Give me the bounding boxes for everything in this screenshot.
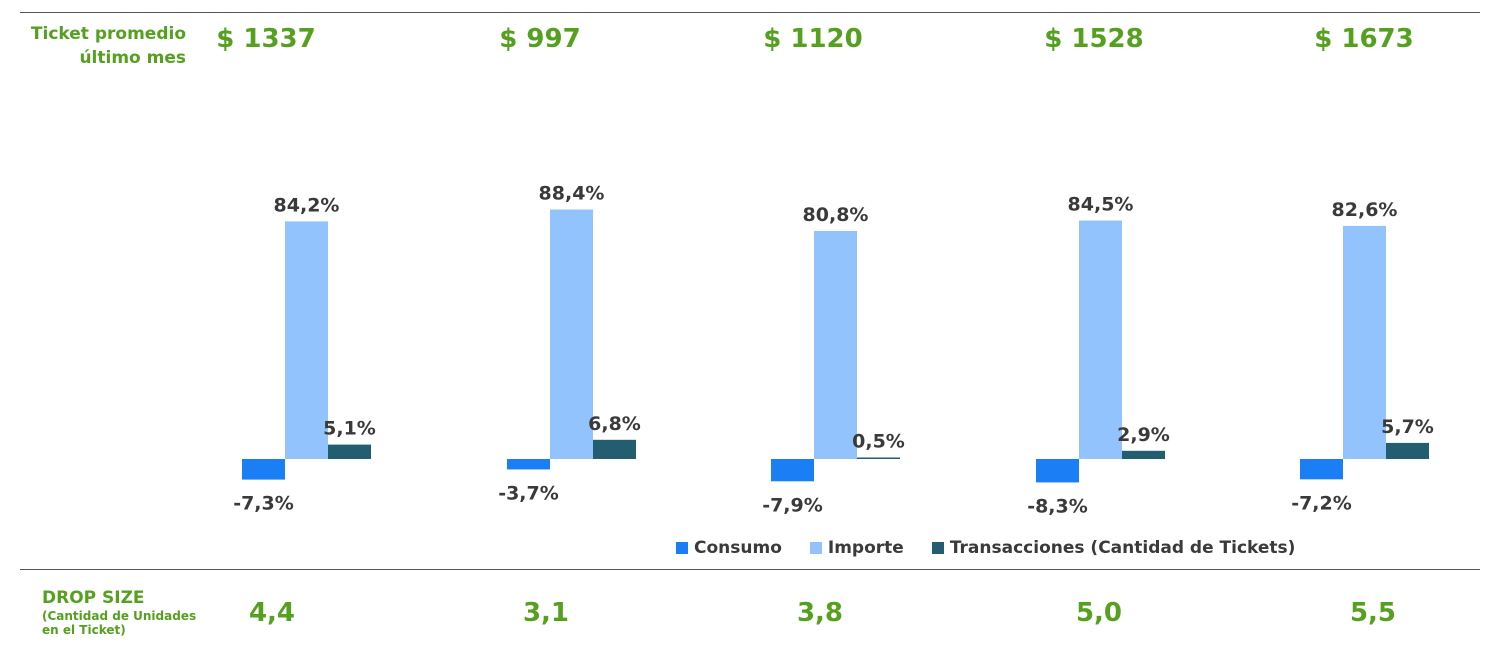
drop-size-value-1: 4,4	[248, 598, 296, 628]
bar-consumo-2	[507, 459, 550, 470]
data-label-importe-3: 80,8%	[803, 204, 869, 226]
legend-swatch-importe	[809, 542, 822, 554]
data-label-consumo-4: -8,3%	[1027, 495, 1088, 517]
bar-importe-4	[1079, 220, 1122, 459]
ticket-value-2: $ 997	[499, 24, 581, 54]
data-label-consumo-2: -3,7%	[498, 482, 559, 504]
data-label-transacciones-1: 5,1%	[323, 418, 376, 440]
data-label-importe-1: 84,2%	[274, 194, 340, 216]
top-divider	[20, 12, 1480, 13]
data-label-transacciones-2: 6,8%	[588, 413, 641, 435]
ticket-value-4: $ 1528	[1044, 24, 1144, 54]
bar-transacciones-3	[857, 457, 900, 459]
ticket-value-3: $ 1120	[763, 24, 863, 54]
data-label-transacciones-3: 0,5%	[852, 431, 905, 453]
legend-swatch-transacciones	[931, 542, 944, 554]
drop-size-subtitle: (Cantidad de Unidades en el Ticket)	[42, 609, 197, 637]
data-label-consumo-5: -7,2%	[1291, 492, 1352, 514]
bar-transacciones-5	[1386, 442, 1429, 459]
ticket-label-line2: último mes	[79, 48, 186, 68]
legend-label-transacciones: Transacciones (Cantidad de Tickets)	[949, 538, 1296, 558]
data-label-transacciones-4: 2,9%	[1117, 424, 1170, 446]
legend-label-importe: Importe	[827, 538, 904, 558]
middle-divider	[20, 569, 1480, 570]
ticket-value-1: $ 1337	[216, 24, 316, 54]
data-label-transacciones-5: 5,7%	[1381, 416, 1434, 438]
bar-consumo-5	[1300, 459, 1343, 480]
bar-transacciones-1	[328, 444, 371, 459]
ticket-label-line1: Ticket promedio	[30, 24, 186, 44]
drop-size-value-2: 3,1	[522, 598, 570, 628]
legend-item-transacciones: Transacciones (Cantidad de Tickets)	[931, 538, 1296, 558]
bar-consumo-3	[771, 459, 814, 482]
bar-importe-2	[550, 209, 593, 459]
bar-transacciones-2	[593, 439, 636, 459]
bar-importe-3	[814, 230, 857, 459]
bar-consumo-4	[1036, 459, 1079, 483]
drop-size-title: DROP SIZE	[42, 588, 145, 608]
data-label-importe-2: 88,4%	[539, 183, 605, 205]
bar-consumo-1	[242, 459, 285, 480]
legend-label-consumo: Consumo	[694, 538, 782, 558]
ticket-value-5: $ 1673	[1314, 24, 1414, 54]
drop-size-value-4: 5,0	[1075, 598, 1123, 628]
bar-importe-1	[285, 221, 328, 459]
drop-size-value-5: 5,5	[1349, 598, 1397, 628]
data-label-consumo-1: -7,3%	[233, 493, 294, 515]
chart-legend: Consumo Importe Transacciones (Cantidad …	[676, 538, 1323, 558]
data-label-importe-5: 82,6%	[1332, 199, 1398, 221]
data-label-consumo-3: -7,9%	[762, 494, 823, 516]
ticket-promedio-label: Ticket promedio último mes	[20, 22, 186, 70]
drop-size-value-3: 3,8	[796, 598, 844, 628]
data-label-importe-4: 84,5%	[1068, 194, 1134, 216]
legend-swatch-consumo	[676, 542, 688, 554]
bar-transacciones-4	[1122, 450, 1165, 459]
legend-item-importe: Importe	[809, 538, 904, 558]
bar-importe-5	[1343, 225, 1386, 459]
legend-item-consumo: Consumo	[676, 538, 782, 558]
